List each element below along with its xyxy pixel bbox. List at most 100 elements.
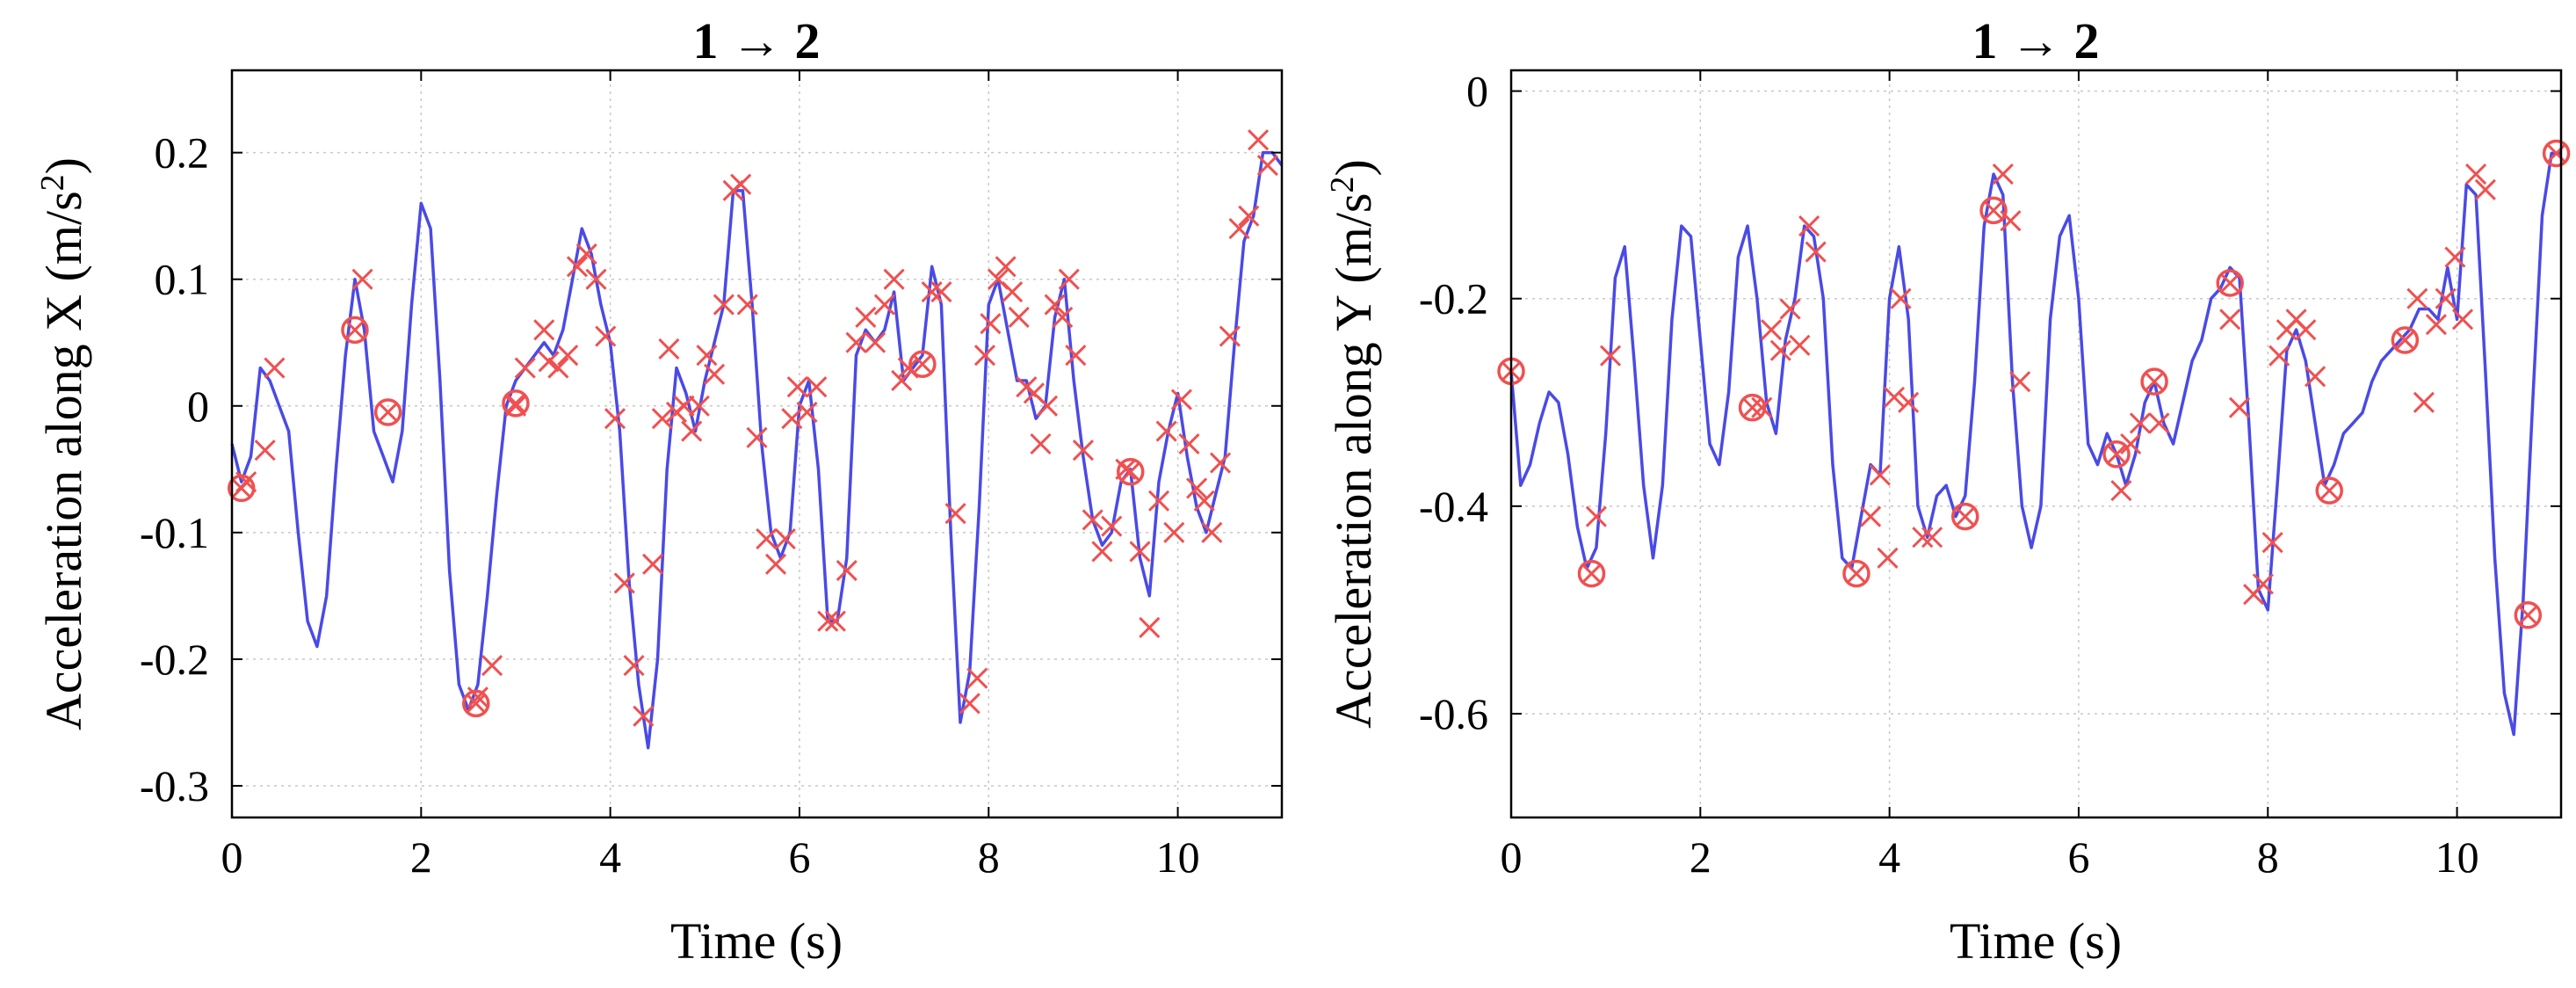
x-marker bbox=[1219, 325, 1241, 347]
x-marker-stroke bbox=[891, 369, 913, 392]
x-marker-stroke bbox=[774, 527, 796, 550]
circle-x-marker bbox=[2102, 440, 2131, 469]
x-marker bbox=[1186, 477, 1208, 499]
x-marker bbox=[1751, 396, 1773, 418]
x-marker-stroke bbox=[756, 527, 778, 550]
x-marker bbox=[921, 281, 943, 303]
x-marker bbox=[2261, 532, 2283, 554]
x-marker-stroke bbox=[696, 345, 718, 367]
x-marker bbox=[2451, 309, 2474, 331]
x-marker bbox=[623, 655, 645, 677]
x-marker bbox=[786, 376, 808, 398]
x-marker-stroke bbox=[2451, 309, 2474, 331]
x-marker-stroke bbox=[1219, 325, 1241, 347]
x-marker bbox=[566, 256, 589, 278]
x-marker-stroke bbox=[845, 331, 867, 353]
x-marker-stroke bbox=[1147, 490, 1170, 512]
circle-marker-cross bbox=[1582, 564, 1601, 583]
x-marker bbox=[1898, 391, 1920, 413]
x-marker-stroke bbox=[1023, 382, 1045, 404]
y-tick-label: 0 bbox=[187, 381, 209, 431]
x-marker bbox=[1101, 515, 1123, 537]
x-marker-stroke bbox=[1256, 154, 1278, 177]
x-marker-stroke bbox=[623, 655, 645, 677]
x-marker bbox=[658, 338, 680, 360]
x-marker-stroke bbox=[987, 268, 1009, 290]
x-marker-stroke bbox=[1751, 396, 1773, 418]
x-marker-stroke bbox=[746, 426, 768, 448]
x-marker-stroke bbox=[547, 357, 569, 379]
x-marker bbox=[1877, 547, 1899, 569]
x-marker bbox=[2252, 573, 2274, 595]
x-marker bbox=[1921, 527, 1943, 548]
circle-x-marker bbox=[373, 398, 402, 426]
x-marker-stroke bbox=[566, 256, 589, 278]
x-marker bbox=[713, 294, 734, 316]
x-marker-stroke bbox=[1091, 541, 1113, 563]
x-marker bbox=[2110, 480, 2132, 502]
circle-x-marker bbox=[2315, 476, 2343, 505]
x-marker bbox=[973, 345, 996, 367]
x-marker bbox=[651, 408, 673, 430]
x-marker bbox=[1139, 616, 1161, 638]
circle-marker-ring bbox=[2102, 440, 2131, 469]
x-marker-stroke bbox=[764, 553, 787, 575]
x-marker bbox=[2474, 178, 2496, 200]
x-marker bbox=[2406, 287, 2428, 309]
x-marker-stroke bbox=[1789, 334, 1811, 356]
x-marker bbox=[930, 281, 952, 303]
x-marker bbox=[2305, 366, 2326, 388]
x-marker-stroke bbox=[944, 503, 966, 525]
circle-x-marker bbox=[2216, 269, 2244, 297]
x-marker bbox=[1008, 306, 1030, 328]
circle-x-marker bbox=[2514, 601, 2543, 629]
x-marker-stroke bbox=[1883, 386, 1906, 408]
circle-marker-cross bbox=[345, 321, 365, 339]
x-marker bbox=[1201, 521, 1223, 543]
circle-x-marker bbox=[462, 689, 490, 718]
x-marker bbox=[538, 351, 560, 373]
x-marker bbox=[557, 345, 579, 367]
x-marker bbox=[613, 572, 635, 594]
x-tick-label: 8 bbox=[2257, 832, 2279, 882]
x-tick-label: 2 bbox=[1690, 832, 1711, 882]
x-marker bbox=[703, 363, 726, 385]
x-marker bbox=[604, 408, 626, 430]
x-marker-stroke bbox=[1599, 345, 1622, 367]
x-marker-stroke bbox=[2295, 319, 2317, 341]
y-tick-label: -0.2 bbox=[140, 635, 209, 684]
x-marker-stroke bbox=[1798, 215, 1820, 237]
x-marker-stroke bbox=[1155, 420, 1177, 442]
x-marker bbox=[1209, 452, 1232, 474]
x-marker bbox=[1170, 389, 1192, 410]
x-marker-stroke bbox=[736, 294, 758, 316]
x-marker-stroke bbox=[713, 294, 734, 316]
chart-acceleration-x: 0 2 4 6 8 10 0.2 0.1 0 -0.1 -0.2 -0.3 1 → 2 Time (s… bbox=[34, 12, 1284, 970]
x-marker bbox=[1052, 306, 1074, 328]
x-marker-stroke bbox=[1860, 505, 1882, 527]
x-marker bbox=[2425, 314, 2447, 336]
y-tick-label: 0 bbox=[1466, 67, 1488, 116]
x-marker bbox=[1163, 521, 1185, 543]
circle-x-marker bbox=[2140, 367, 2168, 396]
x-marker bbox=[764, 553, 787, 575]
x-marker bbox=[891, 369, 913, 392]
x-marker bbox=[1890, 287, 1912, 309]
x-marker-stroke bbox=[1193, 490, 1215, 512]
circle-marker-cross bbox=[1956, 507, 1974, 526]
circle-marker-ring bbox=[2542, 139, 2571, 168]
x-marker bbox=[2465, 163, 2487, 185]
x-marker bbox=[995, 256, 1017, 278]
circle-marker-ring bbox=[228, 474, 256, 503]
x-marker-stroke bbox=[1779, 298, 1801, 320]
circle-x-marker bbox=[1842, 559, 1870, 588]
x-marker bbox=[1044, 294, 1066, 316]
x-marker bbox=[2444, 246, 2466, 268]
series-x-chart bbox=[230, 150, 1284, 750]
x-marker bbox=[547, 357, 569, 379]
x-marker bbox=[595, 325, 617, 347]
x-marker bbox=[1002, 281, 1024, 303]
x-tick-label: 6 bbox=[2067, 832, 2089, 882]
x-marker-stroke bbox=[980, 313, 1002, 335]
chart-acceleration-y: 0 2 4 6 8 10 0 -0.2 -0.4 -0.6 1 → 2 Time (s) Acce… bbox=[1324, 12, 2571, 970]
